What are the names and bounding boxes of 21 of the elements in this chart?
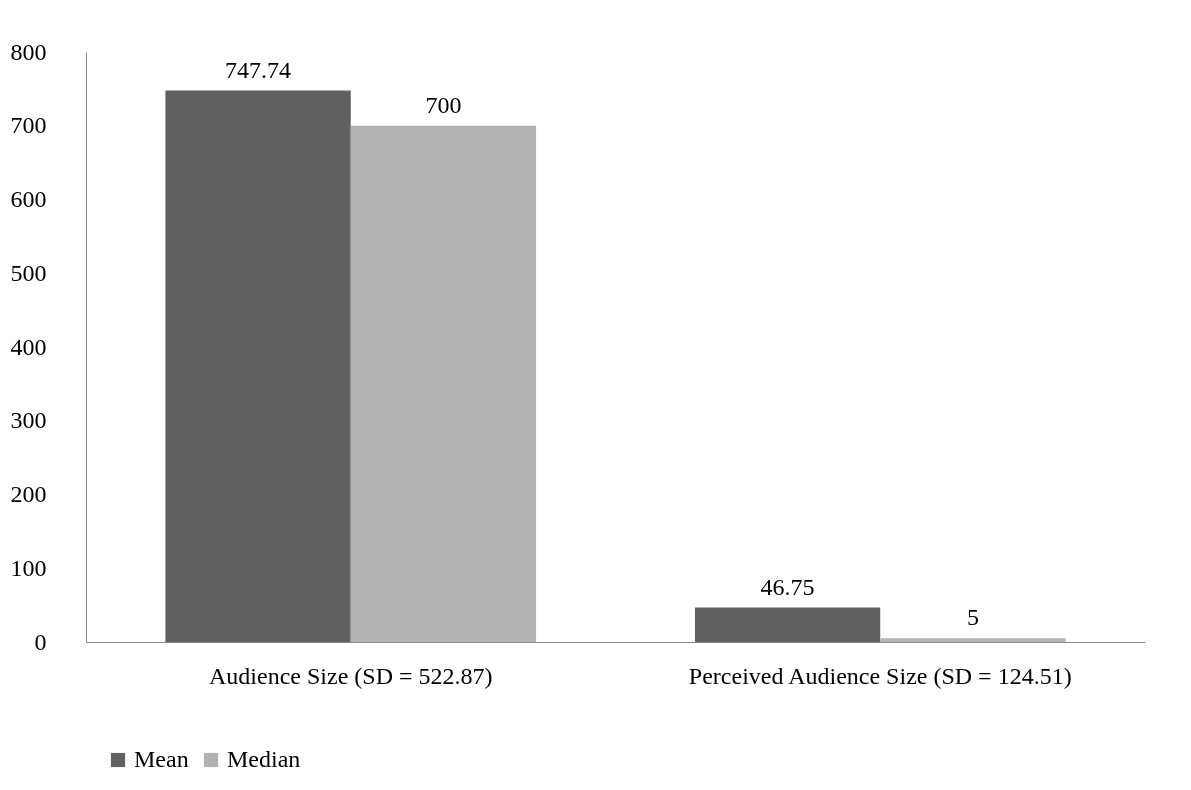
x-tick-label: Audience Size (SD = 522.87) <box>209 662 493 689</box>
y-tick-label: 400 <box>10 333 47 360</box>
y-tick-label: 800 <box>10 38 47 65</box>
y-tick-label: 500 <box>10 259 47 286</box>
x-tick-label: Perceived Audience Size (SD = 124.51) <box>688 662 1072 689</box>
y-tick-label: 600 <box>10 186 47 212</box>
y-tick-label: 300 <box>10 407 47 434</box>
bar <box>165 90 351 642</box>
data-label: 700 <box>425 91 462 118</box>
bar <box>694 607 881 642</box>
data-label: 747.74 <box>225 56 292 83</box>
y-tick-label: 0 <box>34 628 47 655</box>
y-tick-label: 200 <box>10 481 47 507</box>
y-tick-label: 100 <box>10 554 47 581</box>
legend-label: Median <box>227 746 301 772</box>
data-label: 46.75 <box>760 573 815 600</box>
bar <box>880 638 1066 642</box>
data-label: 5 <box>966 604 979 631</box>
legend-label: Mean <box>134 746 189 772</box>
y-tick-label: 700 <box>10 112 47 139</box>
bar <box>350 125 537 642</box>
